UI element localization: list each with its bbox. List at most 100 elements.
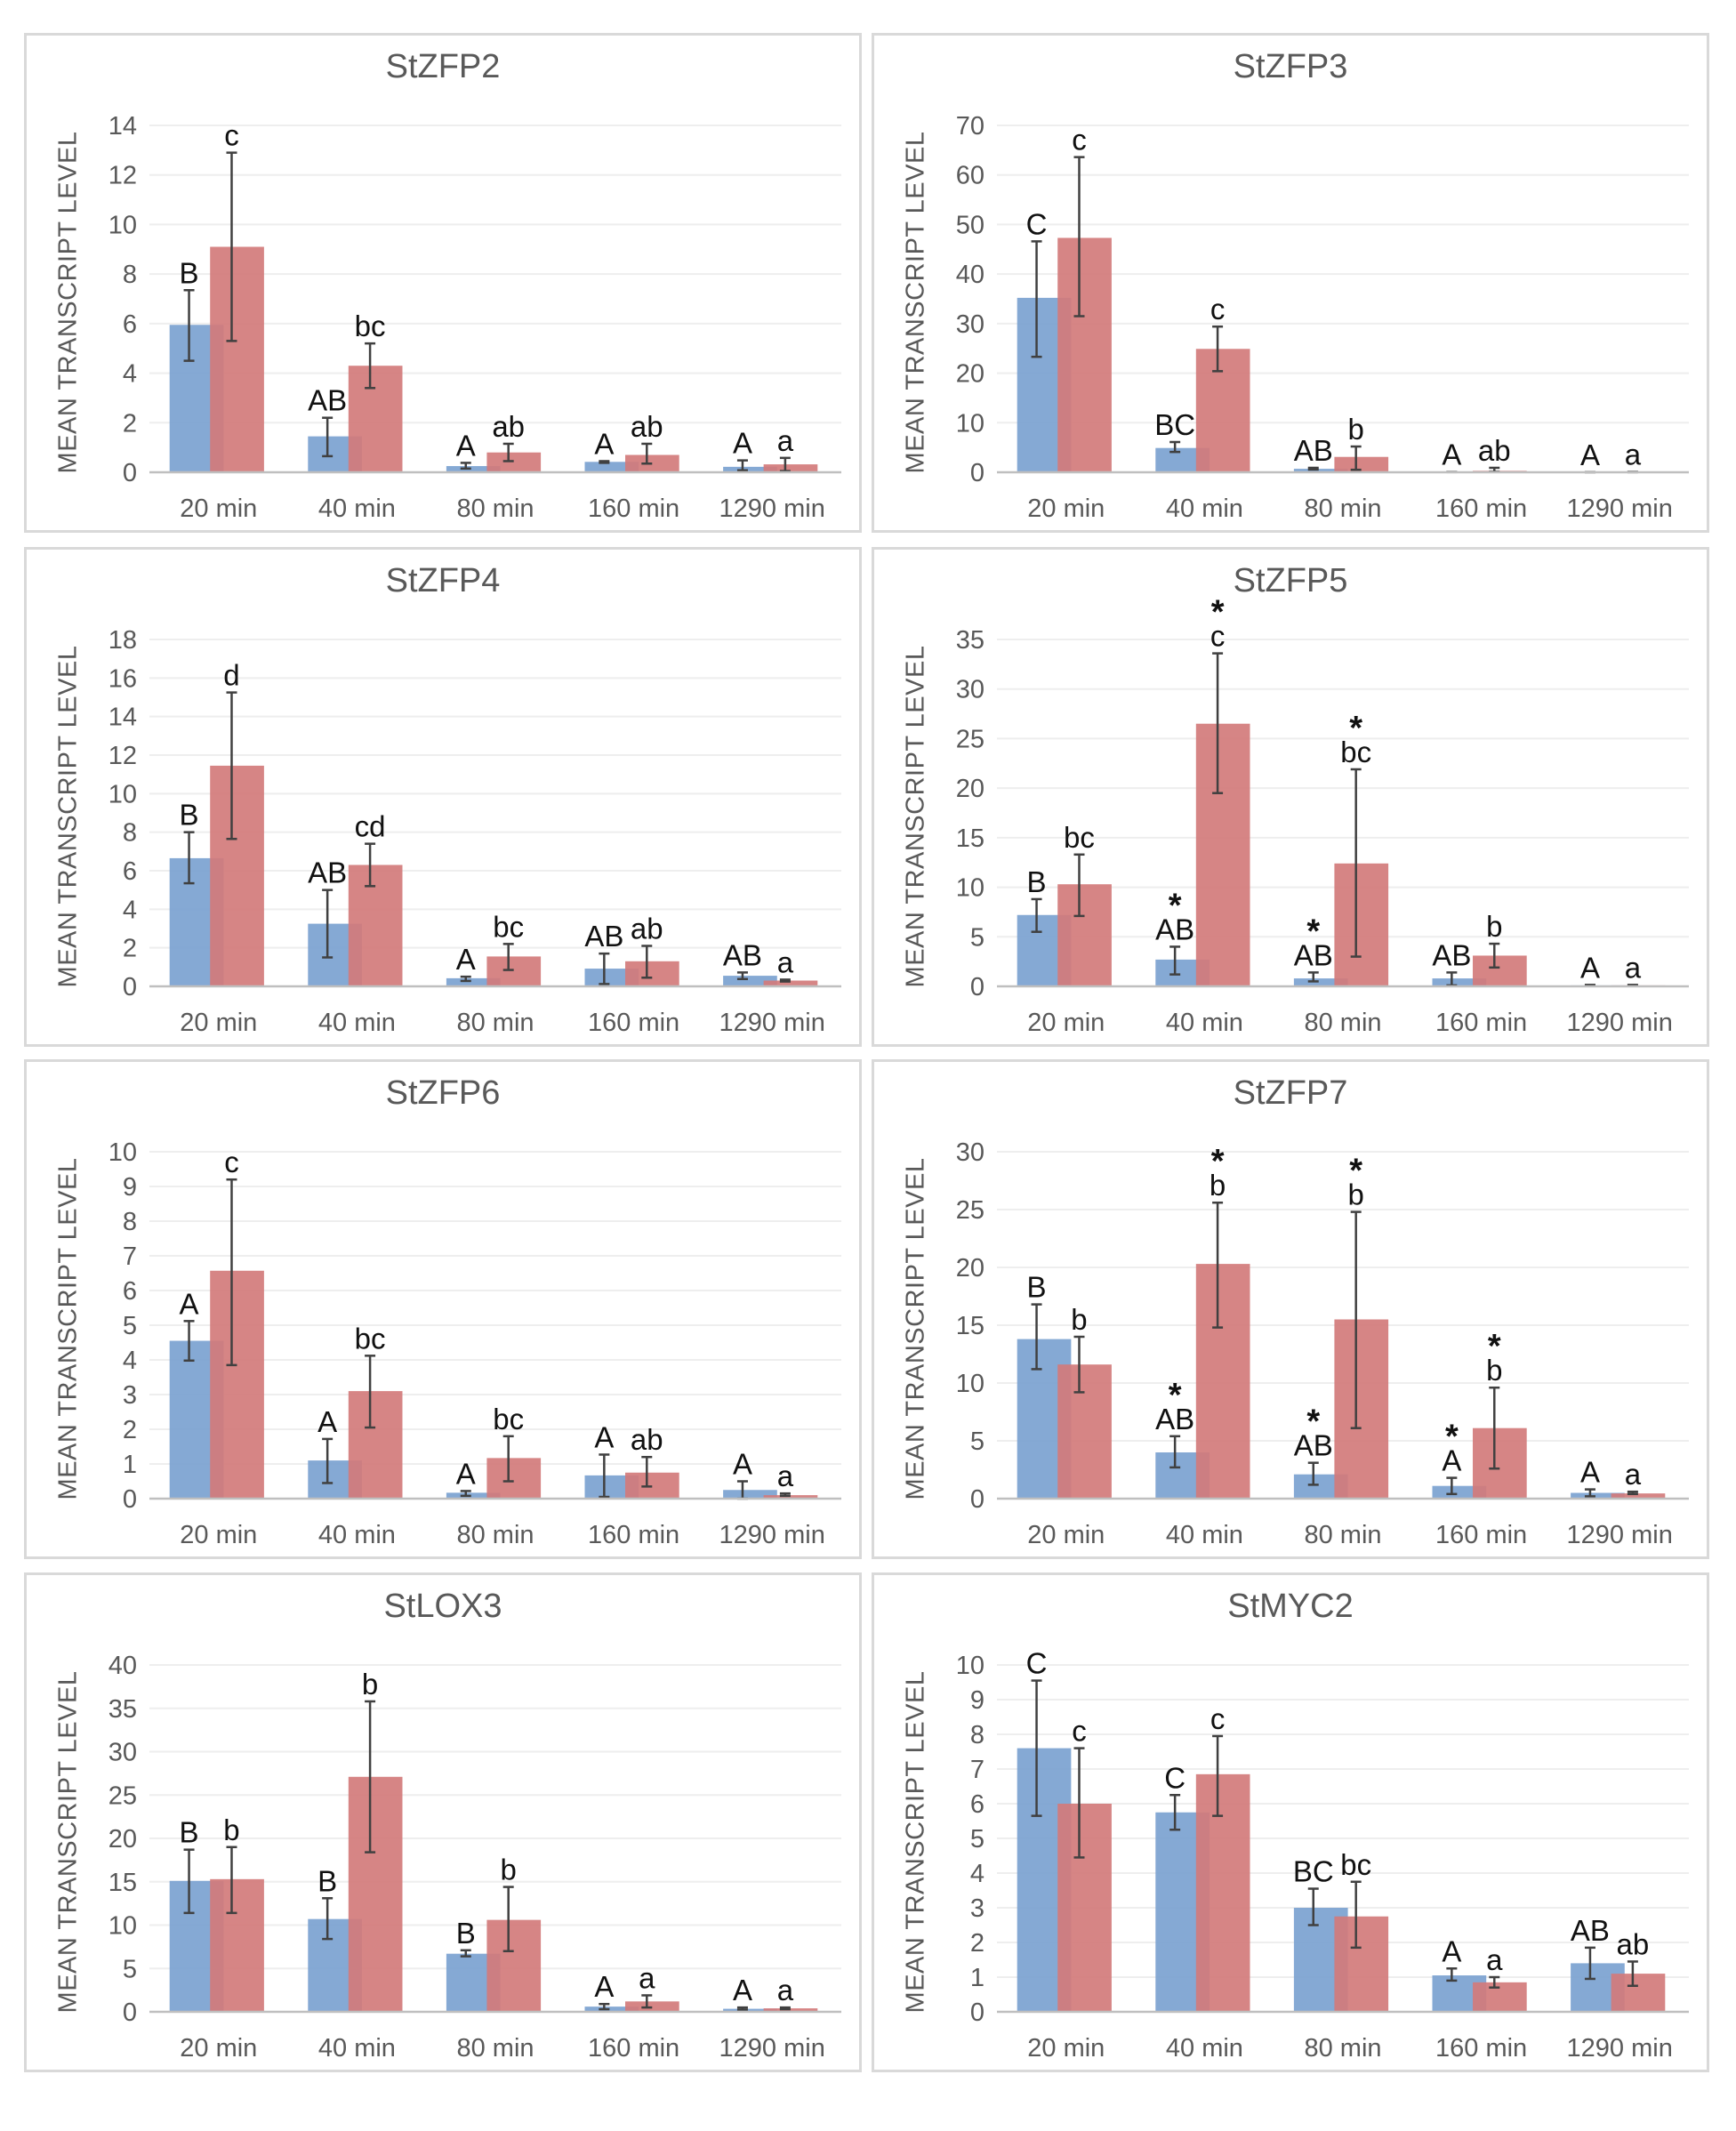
bar-treated [348, 864, 403, 986]
x-tick-label: 40 min [318, 2034, 396, 2063]
y-tick-label: 16 [108, 664, 137, 693]
significance-star: * [1306, 1403, 1320, 1441]
y-tick-label: 20 [956, 360, 985, 389]
y-tick-label: 9 [970, 1686, 985, 1715]
x-tick-label: 1290 min [1567, 1009, 1673, 1037]
significance-letter: cd [355, 810, 386, 843]
significance-letter: A [594, 1420, 614, 1453]
x-tick-label: 20 min [1027, 2034, 1105, 2063]
chart-svg: 0 1 2 3 4 5 6 7 8 9 10 20 min 40 min 80 min 160 min 129… [108, 1138, 841, 1549]
significance-letter: b [1348, 1178, 1364, 1211]
y-tick-label: 10 [108, 211, 137, 239]
significance-letter: A [733, 427, 752, 460]
x-tick-label: 80 min [1304, 495, 1381, 523]
significance-letter: c [1072, 124, 1087, 157]
bar-treated [486, 1919, 542, 2012]
bar-treated [763, 464, 818, 472]
y-tick-label: 4 [123, 896, 137, 924]
bar-control [1571, 1492, 1625, 1499]
significance-letter: b [1486, 1354, 1502, 1387]
y-tick-label: 35 [956, 626, 985, 655]
bar-control [584, 2006, 639, 2012]
significance-letter: B [1027, 1271, 1047, 1304]
y-tick-label: 10 [956, 1652, 985, 1680]
x-tick-label: 40 min [1166, 1521, 1243, 1549]
significance-letter: a [1625, 1458, 1642, 1491]
significance-letter: a [777, 424, 794, 457]
significance-letter: a [777, 1974, 794, 2006]
significance-letter: B [456, 1917, 476, 1950]
significance-letter: c [1210, 293, 1226, 326]
bar-treated [486, 1458, 542, 1499]
bar-treated [625, 454, 679, 472]
significance-letter: A [317, 1405, 337, 1438]
bar-treated [1334, 1916, 1389, 2012]
significance-letter: A [1442, 1444, 1461, 1477]
y-tick-label: 10 [956, 1370, 985, 1398]
bar-treated [1611, 1493, 1666, 1499]
y-tick-label: 0 [123, 973, 137, 1001]
significance-letter: d [223, 659, 239, 692]
x-tick-label: 1290 min [719, 495, 825, 523]
significance-letter: c [1210, 620, 1226, 653]
significance-letter: bc [355, 1322, 386, 1355]
bar-treated [348, 1391, 403, 1499]
x-tick-label: 80 min [1304, 1521, 1381, 1549]
chart-title: StZFP6 [385, 1074, 501, 1112]
bar-treated [210, 246, 264, 472]
x-tick-label: 1290 min [719, 1521, 825, 1549]
y-tick-label: 60 [956, 162, 985, 190]
significance-letter: ab [631, 410, 663, 443]
significance-letter: ab [631, 1423, 663, 1456]
significance-letter: b [1486, 910, 1502, 943]
y-tick-label: 30 [956, 1138, 985, 1167]
y-tick-label: 1 [970, 1964, 985, 1992]
significance-letter: b [501, 1854, 517, 1886]
bar-control [723, 1490, 777, 1499]
y-tick-label: 15 [108, 1869, 137, 1897]
bar-treated [763, 2008, 818, 2012]
y-tick-label: 3 [970, 1894, 985, 1923]
bar-treated [1057, 237, 1112, 472]
y-tick-label: 20 [956, 1254, 985, 1283]
y-tick-label: 2 [123, 1416, 137, 1444]
significance-letter: AB [1294, 434, 1333, 467]
bar-treated [763, 980, 818, 986]
significance-letter: b [1071, 1303, 1087, 1336]
y-tick-label: 0 [123, 459, 137, 487]
chart-svg: 0 5 10 15 20 25 30 35 20 min 40 min 80 min 160 min 1… [956, 594, 1689, 1037]
y-tick-label: 4 [123, 360, 137, 389]
significance-star: * [1169, 887, 1182, 924]
x-tick-label: 20 min [1027, 1009, 1105, 1037]
significance-letter: ab [1617, 1927, 1650, 1960]
significance-letter: a [777, 1460, 794, 1492]
chart-title: StZFP3 [1233, 48, 1348, 85]
significance-star: * [1211, 1143, 1225, 1180]
x-tick-label: 160 min [588, 495, 679, 523]
y-tick-label: 6 [123, 1277, 137, 1306]
y-tick-label: 5 [970, 923, 985, 952]
bar-treated [1195, 723, 1250, 986]
significance-letter: AB [723, 938, 762, 971]
significance-star: * [1445, 1419, 1459, 1456]
significance-letter: AB [1571, 1914, 1610, 1947]
bar-treated [625, 1472, 679, 1499]
x-tick-label: 80 min [1304, 2034, 1381, 2063]
significance-letter: AB [1155, 913, 1194, 945]
significance-letter: a [1486, 1943, 1503, 1976]
significance-letter: AB [1294, 938, 1333, 971]
significance-letter: AB [584, 920, 623, 953]
x-tick-label: 1290 min [1567, 2034, 1673, 2063]
x-tick-label: 1290 min [719, 2034, 825, 2063]
chart-panel-stzfp7: StZFP7 MEAN TRANSCRIPT LEVEL 0 5 10 15 20 25 3… [872, 1059, 1709, 1559]
y-tick-label: 5 [123, 1312, 137, 1340]
x-tick-label: 20 min [180, 495, 257, 523]
y-tick-label: 10 [108, 1138, 137, 1167]
bar-control [584, 462, 639, 472]
x-tick-label: 80 min [456, 1521, 534, 1549]
bar-control [1293, 469, 1348, 472]
significance-star: * [1349, 710, 1362, 747]
significance-letter: b [362, 1668, 378, 1701]
